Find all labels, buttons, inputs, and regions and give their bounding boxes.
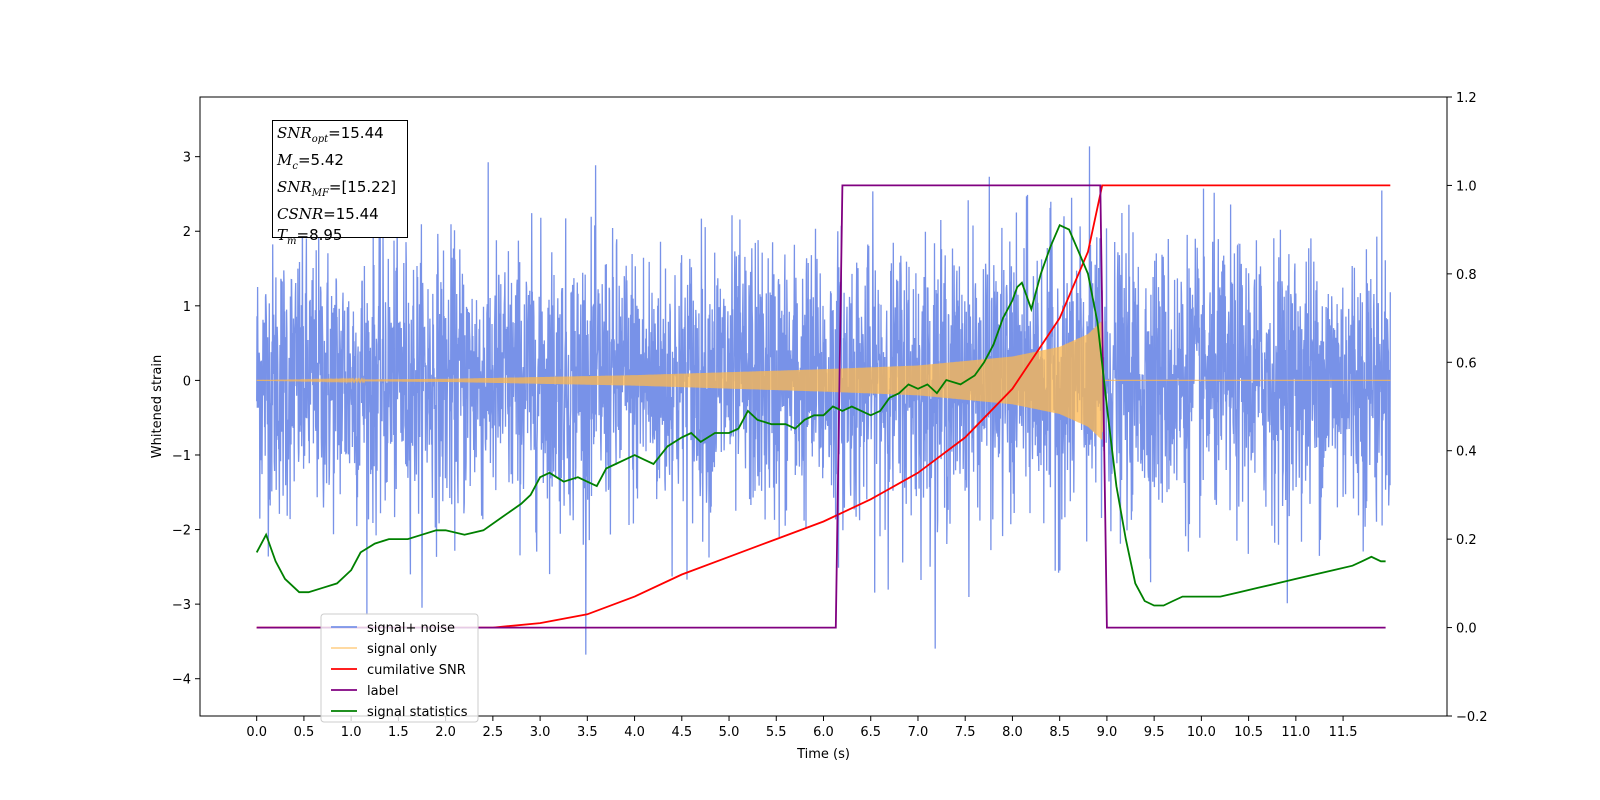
x-tick-label: 9.5	[1144, 725, 1165, 740]
x-tick-label: 11.5	[1329, 725, 1358, 740]
y-tick-label: −4	[172, 673, 191, 688]
snr-info-box: SNRopt=15.44 Mc=5.42 SNRMF=[15.22] CSNR=…	[272, 120, 408, 247]
y2-tick-label: 0.0	[1456, 622, 1477, 637]
x-tick-label: 9.0	[1097, 725, 1118, 740]
x-tick-label: 4.5	[671, 725, 692, 740]
x-tick-label: 4.0	[624, 725, 645, 740]
x-tick-label: 2.0	[435, 725, 456, 740]
x-tick-label: 7.5	[955, 725, 976, 740]
legend-signal-only-label: signal only	[367, 642, 437, 657]
y-tick-label: 2	[183, 225, 191, 240]
x-axis-label: Time (s)	[796, 747, 850, 762]
x-tick-label: 0.0	[246, 725, 267, 740]
legend-frame	[320, 613, 479, 723]
x-tick-label: 8.0	[1002, 725, 1023, 740]
x-tick-label: 10.5	[1234, 725, 1263, 740]
x-tick-label: 11.0	[1281, 725, 1310, 740]
y2-tick-label: 0.6	[1456, 356, 1477, 371]
y-tick-label: −1	[172, 449, 191, 464]
x-tick-label: 10.0	[1187, 725, 1216, 740]
y-tick-label: −2	[172, 524, 191, 539]
series-signal-noise	[256, 146, 1391, 655]
x-tick-label: 1.5	[388, 725, 409, 740]
x-tick-label: 5.0	[719, 725, 740, 740]
info-line-tm: Tm=8.95	[277, 226, 343, 247]
legend-signal-noise-label: signal+ noise	[367, 621, 455, 636]
y-tick-label: 3	[183, 151, 191, 166]
y2-tick-label: 1.2	[1456, 91, 1477, 106]
x-tick-label: 7.0	[908, 725, 929, 740]
legend-cumilative-snr-label: cumilative SNR	[367, 663, 466, 678]
series-label	[256, 184, 1386, 629]
y-tick-label: 0	[183, 374, 191, 389]
x-tick-label: 6.5	[860, 725, 881, 740]
legend: signal+ noise signal only cumilative SNR la…	[320, 613, 479, 723]
x-tick-label: 0.5	[294, 725, 315, 740]
x-tick-label: 2.5	[483, 725, 504, 740]
x-tick-label: 5.5	[766, 725, 787, 740]
info-line-snr-opt: SNRopt=15.44	[277, 124, 384, 145]
x-tick-label: 3.0	[530, 725, 551, 740]
y-tick-label: 1	[183, 300, 191, 315]
x-tick-label: 3.5	[577, 725, 598, 740]
info-line-mc: Mc=5.42	[277, 151, 344, 172]
y2-tick-label: 0.2	[1456, 533, 1477, 548]
series-signal-statistics	[255, 223, 1386, 607]
legend-signal-statistics-label: signal statistics	[367, 705, 468, 720]
y-axis-label: Whitened strain	[150, 355, 165, 458]
x-tick-label: 6.0	[813, 725, 834, 740]
y2-tick-label: 1.0	[1456, 179, 1477, 194]
y2-tick-label: −0.2	[1456, 710, 1488, 725]
x-tick-label: 1.0	[341, 725, 362, 740]
info-line-snr-mf: SNRMF=[15.22]	[277, 178, 397, 199]
x-tick-label: 8.5	[1049, 725, 1070, 740]
series-cumilative-snr	[256, 184, 1391, 629]
y-tick-label: −3	[172, 598, 191, 613]
legend-label-label: label	[367, 684, 398, 699]
y2-tick-label: 0.8	[1456, 268, 1477, 283]
series-signal-only	[256, 320, 1391, 440]
y2-tick-label: 0.4	[1456, 445, 1477, 460]
info-line-csnr: CSNR=15.44	[277, 205, 379, 223]
